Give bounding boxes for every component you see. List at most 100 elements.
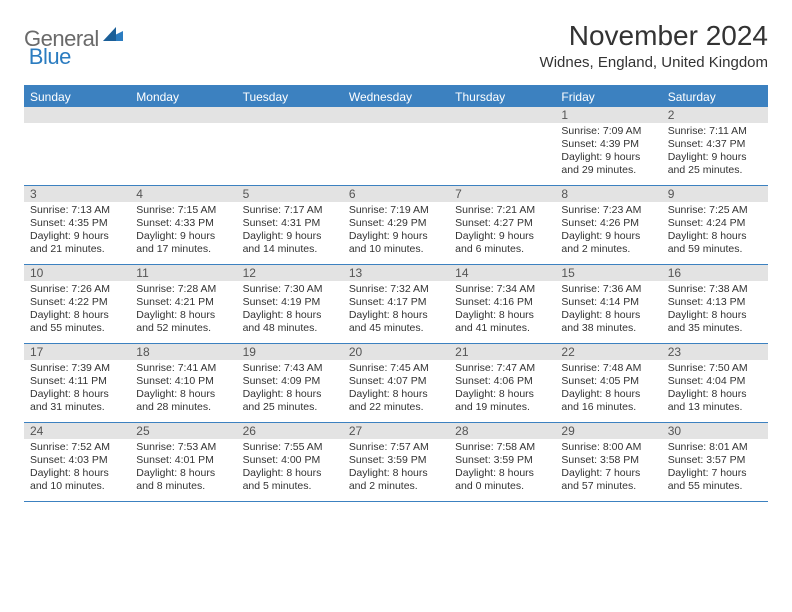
- day-cell: 30Sunrise: 8:01 AMSunset: 3:57 PMDayligh…: [662, 423, 768, 501]
- day-details: Sunrise: 7:13 AMSunset: 4:35 PMDaylight:…: [24, 202, 130, 261]
- day-cell: 14Sunrise: 7:34 AMSunset: 4:16 PMDayligh…: [449, 265, 555, 343]
- day-number: 3: [24, 186, 130, 202]
- day-cell: [237, 107, 343, 185]
- day-cell: 15Sunrise: 7:36 AMSunset: 4:14 PMDayligh…: [555, 265, 661, 343]
- brand-text-blue: Blue: [29, 44, 71, 70]
- day-number: 2: [662, 107, 768, 123]
- week-row: 24Sunrise: 7:52 AMSunset: 4:03 PMDayligh…: [24, 423, 768, 502]
- day-details: Sunrise: 7:11 AMSunset: 4:37 PMDaylight:…: [662, 123, 768, 182]
- day-number: 24: [24, 423, 130, 439]
- month-title: November 2024: [540, 20, 768, 52]
- calendar-grid: SundayMondayTuesdayWednesdayThursdayFrid…: [24, 85, 768, 502]
- day-details: Sunrise: 7:55 AMSunset: 4:00 PMDaylight:…: [237, 439, 343, 498]
- day-details: Sunrise: 7:17 AMSunset: 4:31 PMDaylight:…: [237, 202, 343, 261]
- day-number: 23: [662, 344, 768, 360]
- weekday-header-cell: Wednesday: [343, 87, 449, 107]
- weekday-header-cell: Sunday: [24, 87, 130, 107]
- day-details: Sunrise: 7:36 AMSunset: 4:14 PMDaylight:…: [555, 281, 661, 340]
- day-number: 15: [555, 265, 661, 281]
- empty-day-bar: [449, 107, 555, 123]
- day-cell: 20Sunrise: 7:45 AMSunset: 4:07 PMDayligh…: [343, 344, 449, 422]
- day-cell: 9Sunrise: 7:25 AMSunset: 4:24 PMDaylight…: [662, 186, 768, 264]
- day-cell: 1Sunrise: 7:09 AMSunset: 4:39 PMDaylight…: [555, 107, 661, 185]
- day-number: 5: [237, 186, 343, 202]
- day-cell: 19Sunrise: 7:43 AMSunset: 4:09 PMDayligh…: [237, 344, 343, 422]
- day-number: 16: [662, 265, 768, 281]
- day-number: 27: [343, 423, 449, 439]
- day-number: 14: [449, 265, 555, 281]
- week-row: 10Sunrise: 7:26 AMSunset: 4:22 PMDayligh…: [24, 265, 768, 344]
- day-details: Sunrise: 7:19 AMSunset: 4:29 PMDaylight:…: [343, 202, 449, 261]
- header: General Blue November 2024 Widnes, Engla…: [24, 20, 768, 71]
- day-number: 1: [555, 107, 661, 123]
- day-cell: [24, 107, 130, 185]
- day-details: Sunrise: 7:32 AMSunset: 4:17 PMDaylight:…: [343, 281, 449, 340]
- day-details: Sunrise: 7:09 AMSunset: 4:39 PMDaylight:…: [555, 123, 661, 182]
- day-cell: 2Sunrise: 7:11 AMSunset: 4:37 PMDaylight…: [662, 107, 768, 185]
- day-number: 28: [449, 423, 555, 439]
- day-number: 12: [237, 265, 343, 281]
- day-cell: 24Sunrise: 7:52 AMSunset: 4:03 PMDayligh…: [24, 423, 130, 501]
- day-details: Sunrise: 7:38 AMSunset: 4:13 PMDaylight:…: [662, 281, 768, 340]
- day-number: 8: [555, 186, 661, 202]
- day-cell: 29Sunrise: 8:00 AMSunset: 3:58 PMDayligh…: [555, 423, 661, 501]
- location-text: Widnes, England, United Kingdom: [540, 54, 768, 71]
- day-details: Sunrise: 7:34 AMSunset: 4:16 PMDaylight:…: [449, 281, 555, 340]
- week-row: 3Sunrise: 7:13 AMSunset: 4:35 PMDaylight…: [24, 186, 768, 265]
- day-details: Sunrise: 7:30 AMSunset: 4:19 PMDaylight:…: [237, 281, 343, 340]
- weekday-header-cell: Thursday: [449, 87, 555, 107]
- day-details: Sunrise: 7:50 AMSunset: 4:04 PMDaylight:…: [662, 360, 768, 419]
- day-cell: 5Sunrise: 7:17 AMSunset: 4:31 PMDaylight…: [237, 186, 343, 264]
- day-cell: 3Sunrise: 7:13 AMSunset: 4:35 PMDaylight…: [24, 186, 130, 264]
- brand-logo: General Blue: [24, 20, 169, 52]
- weekday-header-cell: Friday: [555, 87, 661, 107]
- day-cell: 21Sunrise: 7:47 AMSunset: 4:06 PMDayligh…: [449, 344, 555, 422]
- day-cell: [130, 107, 236, 185]
- day-cell: 12Sunrise: 7:30 AMSunset: 4:19 PMDayligh…: [237, 265, 343, 343]
- day-details: Sunrise: 8:01 AMSunset: 3:57 PMDaylight:…: [662, 439, 768, 498]
- weekday-header-cell: Tuesday: [237, 87, 343, 107]
- day-details: Sunrise: 7:41 AMSunset: 4:10 PMDaylight:…: [130, 360, 236, 419]
- day-number: 13: [343, 265, 449, 281]
- day-details: Sunrise: 7:48 AMSunset: 4:05 PMDaylight:…: [555, 360, 661, 419]
- day-number: 6: [343, 186, 449, 202]
- day-cell: 23Sunrise: 7:50 AMSunset: 4:04 PMDayligh…: [662, 344, 768, 422]
- day-number: 18: [130, 344, 236, 360]
- day-cell: 25Sunrise: 7:53 AMSunset: 4:01 PMDayligh…: [130, 423, 236, 501]
- day-details: Sunrise: 7:23 AMSunset: 4:26 PMDaylight:…: [555, 202, 661, 261]
- day-details: Sunrise: 7:28 AMSunset: 4:21 PMDaylight:…: [130, 281, 236, 340]
- day-number: 30: [662, 423, 768, 439]
- day-number: 11: [130, 265, 236, 281]
- day-cell: 27Sunrise: 7:57 AMSunset: 3:59 PMDayligh…: [343, 423, 449, 501]
- day-number: 7: [449, 186, 555, 202]
- day-cell: 22Sunrise: 7:48 AMSunset: 4:05 PMDayligh…: [555, 344, 661, 422]
- empty-day-bar: [130, 107, 236, 123]
- day-cell: [343, 107, 449, 185]
- day-number: 10: [24, 265, 130, 281]
- day-number: 9: [662, 186, 768, 202]
- day-cell: [449, 107, 555, 185]
- day-cell: 17Sunrise: 7:39 AMSunset: 4:11 PMDayligh…: [24, 344, 130, 422]
- day-details: Sunrise: 7:47 AMSunset: 4:06 PMDaylight:…: [449, 360, 555, 419]
- day-details: Sunrise: 7:26 AMSunset: 4:22 PMDaylight:…: [24, 281, 130, 340]
- weekday-header-cell: Monday: [130, 87, 236, 107]
- day-cell: 13Sunrise: 7:32 AMSunset: 4:17 PMDayligh…: [343, 265, 449, 343]
- day-details: Sunrise: 7:57 AMSunset: 3:59 PMDaylight:…: [343, 439, 449, 498]
- day-details: Sunrise: 7:53 AMSunset: 4:01 PMDaylight:…: [130, 439, 236, 498]
- day-details: Sunrise: 7:15 AMSunset: 4:33 PMDaylight:…: [130, 202, 236, 261]
- day-cell: 26Sunrise: 7:55 AMSunset: 4:00 PMDayligh…: [237, 423, 343, 501]
- day-details: Sunrise: 7:25 AMSunset: 4:24 PMDaylight:…: [662, 202, 768, 261]
- day-cell: 6Sunrise: 7:19 AMSunset: 4:29 PMDaylight…: [343, 186, 449, 264]
- day-number: 21: [449, 344, 555, 360]
- day-details: Sunrise: 7:39 AMSunset: 4:11 PMDaylight:…: [24, 360, 130, 419]
- day-number: 26: [237, 423, 343, 439]
- day-cell: 28Sunrise: 7:58 AMSunset: 3:59 PMDayligh…: [449, 423, 555, 501]
- day-cell: 8Sunrise: 7:23 AMSunset: 4:26 PMDaylight…: [555, 186, 661, 264]
- day-number: 19: [237, 344, 343, 360]
- day-number: 17: [24, 344, 130, 360]
- empty-day-bar: [24, 107, 130, 123]
- day-details: Sunrise: 8:00 AMSunset: 3:58 PMDaylight:…: [555, 439, 661, 498]
- day-details: Sunrise: 7:43 AMSunset: 4:09 PMDaylight:…: [237, 360, 343, 419]
- weekday-header-cell: Saturday: [662, 87, 768, 107]
- day-cell: 16Sunrise: 7:38 AMSunset: 4:13 PMDayligh…: [662, 265, 768, 343]
